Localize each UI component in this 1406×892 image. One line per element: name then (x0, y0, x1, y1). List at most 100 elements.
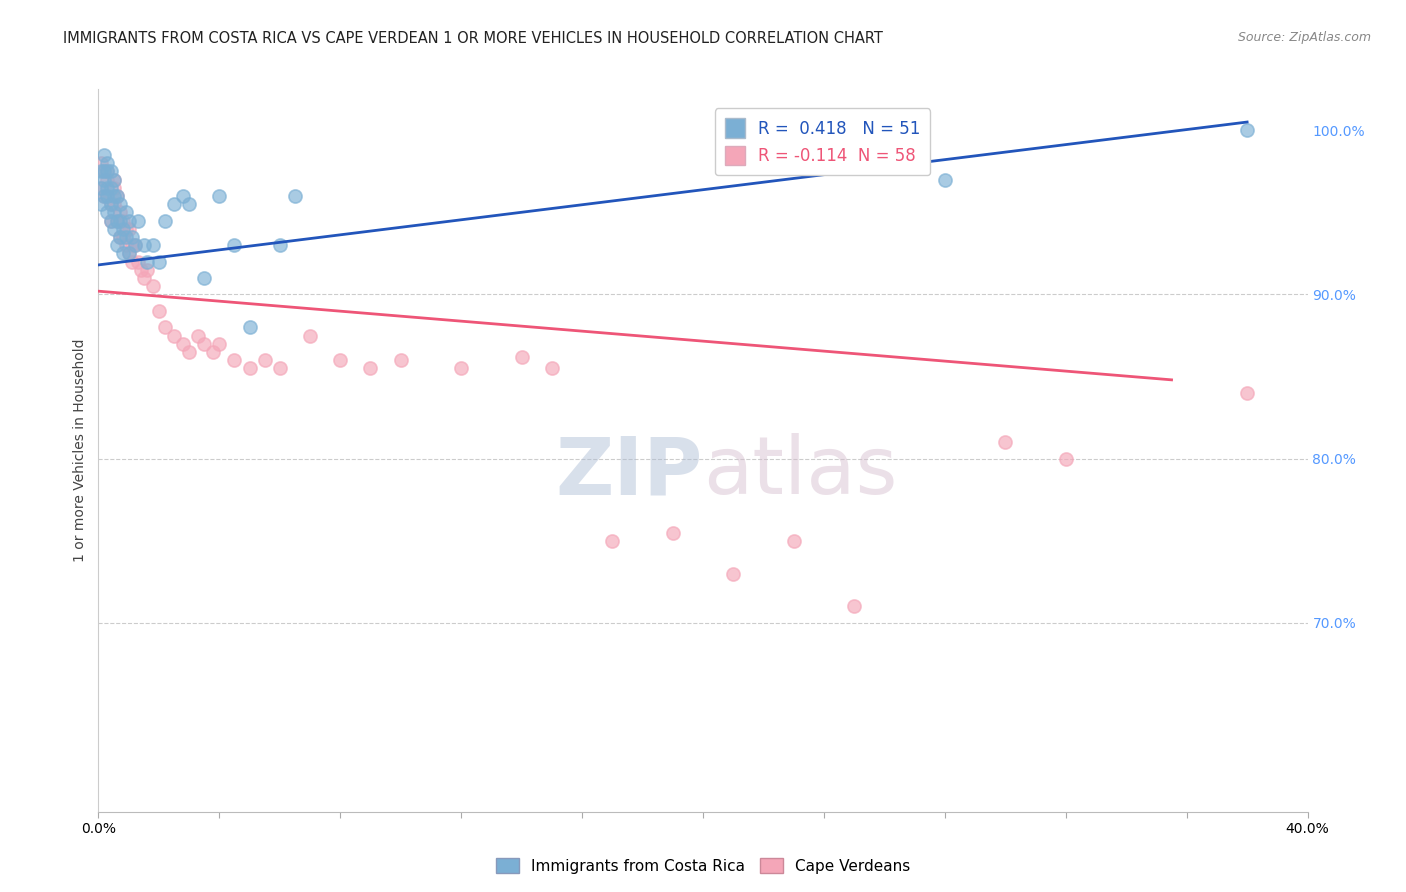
Point (239, 361, 262, 376)
Point (540, 361, 562, 376)
Point (96, 164, 118, 178)
Point (118, 221, 141, 235)
Point (111, 221, 134, 235)
Point (253, 353, 276, 368)
Point (224, 353, 246, 368)
Point (118, 246, 141, 260)
Point (153, 213, 176, 227)
Point (103, 189, 125, 203)
Point (148, 304, 170, 318)
Point (602, 533, 624, 548)
Point (124, 238, 146, 252)
Point (172, 189, 194, 203)
Point (103, 172, 125, 186)
Point (193, 336, 215, 351)
Point (114, 221, 136, 235)
Point (96, 189, 118, 203)
Point (103, 205, 125, 219)
Point (1236, 123, 1258, 137)
Text: atlas: atlas (703, 434, 897, 511)
Point (661, 525, 683, 540)
Point (202, 345, 225, 359)
Point (142, 279, 165, 293)
Point (172, 336, 194, 351)
Point (299, 328, 322, 343)
Point (108, 213, 131, 227)
Point (90, 180, 112, 194)
Point (93, 148, 115, 162)
Point (389, 353, 412, 368)
Point (90, 180, 112, 194)
Point (187, 328, 209, 343)
Point (96, 172, 118, 186)
Point (103, 180, 125, 194)
Point (90, 156, 112, 170)
Point (93, 172, 115, 186)
Point (108, 205, 131, 219)
Point (360, 361, 382, 376)
Point (90, 197, 112, 211)
Point (111, 246, 134, 260)
Point (118, 246, 141, 260)
Legend: Immigrants from Costa Rica, Cape Verdeans: Immigrants from Costa Rica, Cape Verdean… (489, 852, 917, 880)
Point (100, 180, 122, 194)
Point (142, 238, 165, 252)
Point (1236, 386, 1258, 401)
Point (105, 238, 128, 252)
Point (108, 230, 131, 244)
Point (135, 254, 157, 268)
Point (132, 271, 155, 285)
Point (96, 205, 118, 219)
Point (129, 262, 152, 277)
Text: ZIP: ZIP (555, 434, 703, 511)
Point (93, 164, 115, 178)
Text: IMMIGRANTS FROM COSTA RICA VS CAPE VERDEAN 1 OR MORE VEHICLES IN HOUSEHOLD CORRE: IMMIGRANTS FROM COSTA RICA VS CAPE VERDE… (63, 31, 883, 46)
Point (269, 361, 291, 376)
Point (100, 197, 122, 211)
Point (105, 189, 128, 203)
Point (208, 336, 231, 351)
Point (224, 238, 246, 252)
Point (100, 213, 122, 227)
Text: Source: ZipAtlas.com: Source: ZipAtlas.com (1237, 31, 1371, 45)
Point (100, 213, 122, 227)
Point (103, 221, 125, 235)
Point (114, 238, 136, 252)
Point (208, 189, 231, 203)
Point (121, 238, 143, 252)
Point (103, 197, 125, 211)
Point (105, 213, 128, 227)
Point (127, 254, 149, 268)
Point (284, 189, 307, 203)
Point (844, 599, 866, 614)
Point (269, 238, 291, 252)
Legend: R =  0.418   N = 51, R = -0.114  N = 58: R = 0.418 N = 51, R = -0.114 N = 58 (714, 108, 931, 175)
Point (783, 533, 806, 548)
Point (93, 189, 115, 203)
Point (103, 172, 125, 186)
Point (994, 435, 1017, 450)
Point (118, 213, 141, 227)
Point (153, 320, 176, 334)
Point (148, 254, 170, 268)
Point (179, 345, 201, 359)
Point (239, 320, 262, 334)
Point (510, 350, 533, 364)
Point (135, 262, 157, 277)
Point (105, 213, 128, 227)
Point (934, 172, 956, 186)
Point (723, 566, 745, 581)
Point (163, 197, 186, 211)
Point (100, 197, 122, 211)
Point (100, 164, 122, 178)
Point (114, 205, 136, 219)
Point (121, 254, 143, 268)
Point (450, 361, 472, 376)
Point (105, 189, 128, 203)
Point (127, 213, 149, 227)
Point (121, 230, 143, 244)
Point (108, 230, 131, 244)
Point (114, 230, 136, 244)
Point (93, 189, 115, 203)
Point (179, 197, 201, 211)
